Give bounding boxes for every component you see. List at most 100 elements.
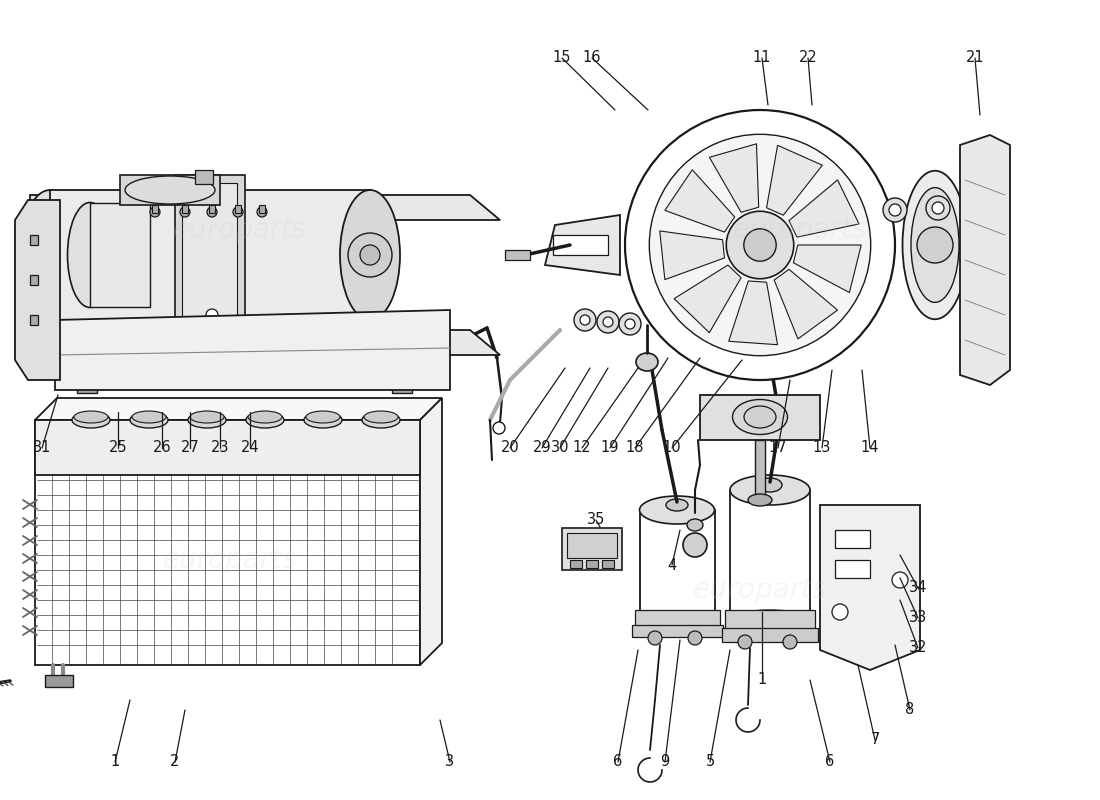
Bar (730, 490, 810, 620)
Bar (258, 205, 265, 213)
Text: 35: 35 (586, 513, 605, 527)
Bar (722, 628, 818, 642)
Bar (725, 610, 815, 630)
Polygon shape (674, 265, 741, 333)
Polygon shape (774, 270, 837, 339)
Text: 18: 18 (626, 441, 645, 455)
Ellipse shape (748, 494, 772, 506)
Bar (45, 675, 73, 687)
Text: 8: 8 (905, 702, 914, 718)
Bar (755, 440, 764, 500)
Bar (108, 330, 132, 352)
Circle shape (648, 631, 662, 645)
Text: europarts: europarts (733, 216, 867, 244)
Bar (152, 205, 158, 213)
Text: 23: 23 (211, 441, 229, 455)
Bar (835, 530, 870, 548)
Bar (602, 560, 614, 568)
Polygon shape (35, 398, 442, 420)
Ellipse shape (744, 406, 775, 428)
Circle shape (744, 229, 777, 261)
Bar (570, 560, 582, 568)
Text: 6: 6 (825, 754, 835, 770)
Bar (235, 205, 241, 213)
Ellipse shape (74, 411, 108, 423)
Polygon shape (710, 144, 759, 212)
Ellipse shape (911, 188, 959, 302)
Bar (30, 235, 38, 245)
Circle shape (649, 134, 871, 356)
Circle shape (233, 207, 243, 217)
Bar (90, 203, 150, 307)
Ellipse shape (733, 399, 788, 434)
Ellipse shape (362, 412, 400, 428)
Text: 34: 34 (909, 581, 927, 595)
Text: europarts: europarts (693, 576, 827, 604)
Polygon shape (30, 330, 500, 355)
Text: 15: 15 (552, 50, 571, 66)
Text: 19: 19 (601, 441, 619, 455)
Text: 24: 24 (241, 441, 260, 455)
Polygon shape (544, 215, 620, 275)
Circle shape (726, 211, 794, 278)
Text: 33: 33 (909, 610, 927, 626)
Circle shape (348, 233, 392, 277)
Circle shape (158, 348, 182, 372)
Circle shape (493, 422, 505, 434)
Text: europarts: europarts (173, 216, 307, 244)
Text: 13: 13 (813, 441, 832, 455)
Bar (175, 175, 245, 335)
Polygon shape (728, 281, 778, 345)
Polygon shape (789, 180, 859, 237)
Text: 20: 20 (500, 441, 519, 455)
Circle shape (683, 533, 707, 557)
Circle shape (574, 309, 596, 331)
Circle shape (783, 635, 798, 649)
Text: 9: 9 (660, 754, 670, 770)
Bar (553, 235, 608, 255)
Ellipse shape (78, 352, 106, 374)
Bar (562, 528, 622, 570)
Circle shape (889, 204, 901, 216)
Ellipse shape (304, 412, 342, 428)
Polygon shape (420, 398, 442, 665)
Circle shape (597, 311, 619, 333)
Bar (505, 250, 530, 260)
Circle shape (892, 572, 907, 588)
Ellipse shape (666, 499, 688, 511)
Ellipse shape (639, 496, 715, 524)
Text: 26: 26 (153, 441, 172, 455)
Ellipse shape (246, 412, 284, 428)
Ellipse shape (306, 411, 340, 423)
Polygon shape (30, 195, 500, 220)
Ellipse shape (188, 412, 226, 428)
Bar (120, 175, 220, 205)
Circle shape (619, 313, 641, 335)
Text: 12: 12 (573, 441, 592, 455)
Circle shape (257, 207, 267, 217)
Bar (382, 338, 437, 368)
Bar (835, 560, 870, 578)
Text: 32: 32 (909, 641, 927, 655)
Text: 4: 4 (668, 558, 676, 573)
Circle shape (180, 207, 190, 217)
Polygon shape (15, 200, 60, 380)
Ellipse shape (730, 475, 810, 505)
Bar (30, 315, 38, 325)
Ellipse shape (730, 610, 810, 630)
Circle shape (360, 245, 379, 265)
Bar (586, 560, 598, 568)
Text: 31: 31 (33, 441, 52, 455)
Ellipse shape (130, 412, 168, 428)
Ellipse shape (67, 202, 112, 307)
Polygon shape (660, 231, 725, 280)
Ellipse shape (190, 411, 224, 423)
Text: 25: 25 (109, 441, 128, 455)
Text: 1: 1 (758, 673, 767, 687)
Polygon shape (767, 146, 823, 215)
Ellipse shape (390, 367, 414, 375)
Bar (50, 190, 370, 320)
Text: 21: 21 (966, 50, 984, 66)
Bar (195, 170, 213, 184)
Text: 6: 6 (614, 754, 623, 770)
